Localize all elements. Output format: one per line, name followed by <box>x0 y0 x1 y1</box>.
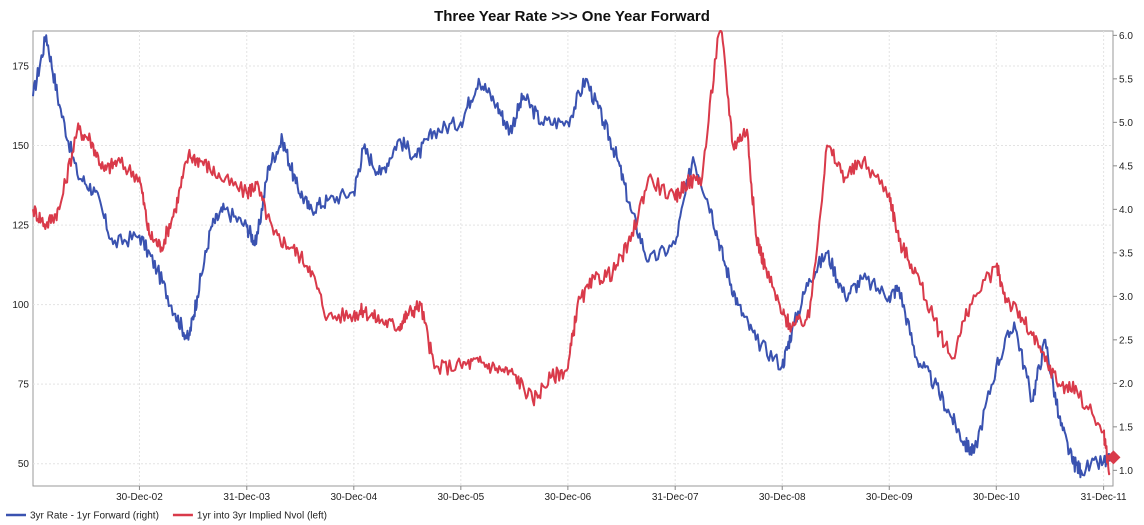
right-axis-ticks: 6.0 5.5 5.0 4.5 4.0 3.5 3.0 2.5 2.0 1.5 1.0 <box>1113 31 1133 477</box>
right-tick-label: 3.5 <box>1119 248 1133 259</box>
right-tick-label: 2.0 <box>1119 379 1133 390</box>
right-tick-label: 3.0 <box>1119 292 1133 303</box>
series-line-2 <box>32 30 1111 476</box>
left-axis-ticks: 175 150 125 100 75 50 <box>12 62 29 471</box>
right-tick-label: 4.5 <box>1119 161 1133 172</box>
legend: 3yr Rate - 1yr Forward (right) 1yr into 3… <box>6 511 327 522</box>
left-tick-label: 100 <box>12 300 29 311</box>
x-tick-label: 30-Dec-04 <box>330 492 377 503</box>
right-tick-label: 1.0 <box>1119 466 1133 477</box>
gridlines <box>33 31 1113 486</box>
x-tick-label: 30-Dec-05 <box>437 492 484 503</box>
x-tick-label: 30-Dec-09 <box>866 492 913 503</box>
x-tick-label: 30-Dec-02 <box>116 492 163 503</box>
x-axis-ticks: 30-Dec-02 31-Dec-03 30-Dec-04 30-Dec-05 30-D… <box>116 486 1127 503</box>
right-tick-label: 1.5 <box>1119 422 1133 433</box>
legend-label-1: 3yr Rate - 1yr Forward (right) <box>30 511 159 522</box>
series-end-marker <box>1106 450 1121 465</box>
end-marker <box>1106 450 1121 465</box>
right-tick-label: 5.0 <box>1119 118 1133 129</box>
right-tick-label: 5.5 <box>1119 74 1133 85</box>
x-tick-label: 30-Dec-06 <box>545 492 592 503</box>
left-tick-label: 75 <box>18 380 30 391</box>
legend-label-2: 1yr into 3yr Implied Nvol (left) <box>197 511 327 522</box>
x-tick-label: 31-Dec-03 <box>223 492 270 503</box>
right-tick-label: 4.0 <box>1119 205 1133 216</box>
series-lines <box>32 30 1111 479</box>
left-tick-label: 175 <box>12 62 29 73</box>
x-tick-label: 31-Dec-11 <box>1081 492 1127 503</box>
chart-title: Three Year Rate >>> One Year Forward <box>434 8 710 25</box>
left-tick-label: 50 <box>18 459 30 470</box>
left-tick-label: 125 <box>12 221 29 232</box>
right-tick-label: 2.5 <box>1119 335 1133 346</box>
x-tick-label: 30-Dec-08 <box>759 492 806 503</box>
x-tick-label: 30-Dec-10 <box>973 492 1020 503</box>
right-tick-label: 6.0 <box>1119 31 1133 42</box>
series-line-1 <box>32 34 1111 479</box>
x-tick-label: 31-Dec-07 <box>652 492 699 503</box>
left-tick-label: 150 <box>12 141 29 152</box>
